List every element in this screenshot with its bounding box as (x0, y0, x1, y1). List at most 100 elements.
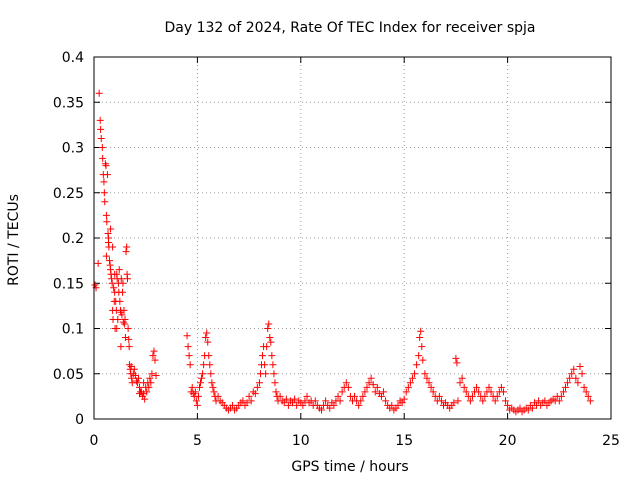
data-point (421, 370, 429, 378)
y-tick-label: 0.3 (62, 141, 84, 157)
data-point (562, 383, 570, 391)
data-point (462, 388, 470, 396)
data-point (406, 379, 414, 387)
data-point (103, 218, 111, 226)
data-point (128, 374, 136, 382)
y-tick-label: 0.15 (53, 276, 84, 292)
data-point (184, 343, 192, 351)
data-point (207, 370, 215, 378)
x-tick-label: 20 (499, 433, 517, 449)
data-point (299, 401, 307, 409)
data-point (145, 383, 153, 391)
data-point (493, 392, 501, 400)
data-point (183, 332, 191, 340)
data-point (398, 399, 406, 407)
data-point (435, 392, 443, 400)
data-point (413, 361, 421, 369)
data-point (104, 234, 112, 242)
data-point (437, 397, 445, 405)
data-point (267, 338, 275, 346)
data-point (109, 243, 117, 251)
data-point (210, 388, 218, 396)
data-point (357, 397, 365, 405)
data-point (572, 374, 580, 382)
data-point (271, 379, 279, 387)
data-point (427, 383, 435, 391)
data-point (351, 392, 359, 400)
data-point (239, 397, 247, 405)
data-point (394, 401, 402, 409)
data-point (559, 388, 567, 396)
data-point (229, 401, 237, 409)
data-point (373, 383, 381, 391)
data-point (419, 356, 427, 364)
data-point (130, 365, 138, 373)
data-point (214, 392, 222, 400)
data-point (199, 370, 207, 378)
data-point (146, 374, 154, 382)
data-point (194, 392, 202, 400)
data-point (197, 379, 205, 387)
data-point (322, 397, 330, 405)
data-point (118, 311, 126, 319)
data-point (284, 401, 292, 409)
data-point (243, 399, 251, 407)
data-point (555, 397, 563, 405)
data-point (338, 388, 346, 396)
data-point (185, 352, 193, 360)
data-point (487, 388, 495, 396)
data-point (576, 363, 584, 371)
data-point (253, 383, 261, 391)
data-point (117, 343, 125, 351)
data-point (502, 397, 510, 405)
data-point (342, 379, 350, 387)
data-point (200, 361, 208, 369)
data-point (568, 370, 576, 378)
data-point (99, 154, 107, 162)
data-point (97, 125, 105, 133)
data-point (191, 388, 199, 396)
data-point (195, 383, 203, 391)
grid-lines (93, 56, 612, 420)
data-point (101, 198, 109, 206)
data-point (115, 266, 123, 274)
data-point (143, 388, 151, 396)
x-tick-labels: 0 5 10 15 20 25 (90, 433, 620, 449)
data-point (259, 352, 267, 360)
data-point (202, 334, 210, 342)
data-point (369, 381, 377, 389)
data-point (334, 392, 342, 400)
data-point (466, 397, 474, 405)
data-point (113, 325, 121, 332)
data-point (491, 397, 499, 405)
data-point (101, 160, 109, 168)
data-point (266, 334, 274, 342)
data-point (564, 379, 572, 387)
data-point (280, 399, 288, 407)
data-point (452, 354, 460, 362)
data-point (119, 279, 127, 287)
data-point (479, 397, 487, 405)
data-point (485, 383, 493, 391)
data-point (582, 388, 590, 396)
data-point (245, 392, 253, 400)
data-point (117, 275, 125, 283)
data-point (209, 383, 217, 391)
data-point (504, 401, 512, 409)
y-tick-label: 0.25 (53, 186, 84, 202)
data-point (371, 388, 379, 396)
data-point (400, 395, 408, 403)
x-tick-label: 5 (193, 433, 202, 449)
data-point (580, 383, 588, 391)
data-point (120, 306, 128, 314)
data-point (108, 279, 116, 287)
data-point (535, 397, 543, 405)
data-point (574, 379, 582, 387)
data-point (135, 383, 143, 391)
x-tick-label: 15 (395, 433, 413, 449)
y-tick-label: 0.05 (53, 367, 84, 383)
data-point (524, 406, 532, 414)
data-point (289, 399, 297, 407)
data-point (151, 356, 159, 364)
y-tick-label: 0.4 (62, 50, 84, 66)
